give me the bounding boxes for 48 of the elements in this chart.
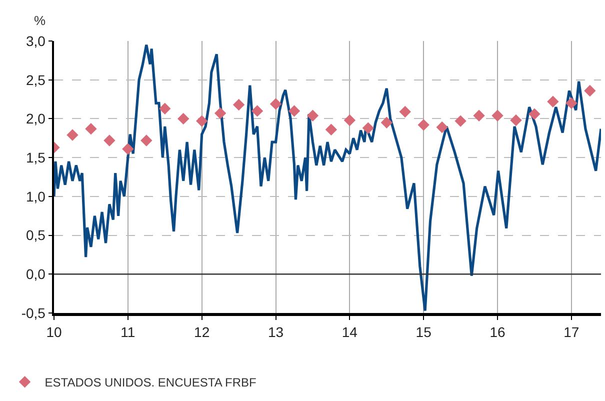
x-tick-label: 16 — [490, 324, 506, 340]
x-tick-label: 13 — [268, 324, 284, 340]
point — [251, 105, 264, 117]
x-tick-label: 12 — [194, 324, 210, 340]
y-tick-label: 2,5 — [26, 72, 46, 88]
y-tick-label: 2,0 — [26, 110, 46, 127]
point — [436, 121, 448, 134]
point — [178, 112, 190, 125]
point — [344, 114, 356, 126]
point — [399, 106, 411, 118]
point — [104, 134, 116, 146]
point — [528, 108, 540, 120]
point — [584, 84, 596, 97]
point — [232, 98, 245, 111]
point — [418, 119, 430, 131]
point — [288, 105, 300, 117]
point — [196, 115, 208, 127]
point — [214, 107, 226, 120]
y-tick-label: 3,0 — [26, 32, 46, 49]
point — [362, 122, 374, 134]
point — [380, 116, 392, 128]
point — [547, 96, 559, 108]
point — [473, 110, 485, 122]
y-tick-label: 0,5 — [26, 227, 46, 244]
y-tick-label: 1,0 — [26, 188, 46, 204]
line-series — [54, 44, 601, 312]
point — [140, 134, 152, 146]
point — [306, 110, 319, 122]
x-tick-label: 15 — [416, 324, 432, 340]
x-tick-label: 11 — [120, 324, 136, 340]
y-axis-title: % — [34, 13, 46, 28]
point — [159, 102, 171, 114]
point — [270, 98, 282, 110]
point — [85, 122, 97, 135]
y-tick-label: 0,0 — [26, 266, 46, 282]
point — [492, 110, 504, 122]
point — [510, 114, 522, 126]
point — [122, 143, 134, 155]
point — [566, 97, 578, 110]
point — [66, 129, 78, 141]
x-tick-label: 17 — [564, 324, 580, 340]
legend-label: ESTADOS UNIDOS. ENCUESTA FRBF — [44, 376, 256, 390]
x-tick-label: 14 — [342, 324, 358, 340]
y-tick-label: 1,5 — [26, 149, 46, 166]
point — [325, 124, 338, 136]
y-tick-label: -0,5 — [21, 304, 46, 321]
point — [454, 115, 466, 127]
x-tick-label: 10 — [46, 324, 62, 340]
